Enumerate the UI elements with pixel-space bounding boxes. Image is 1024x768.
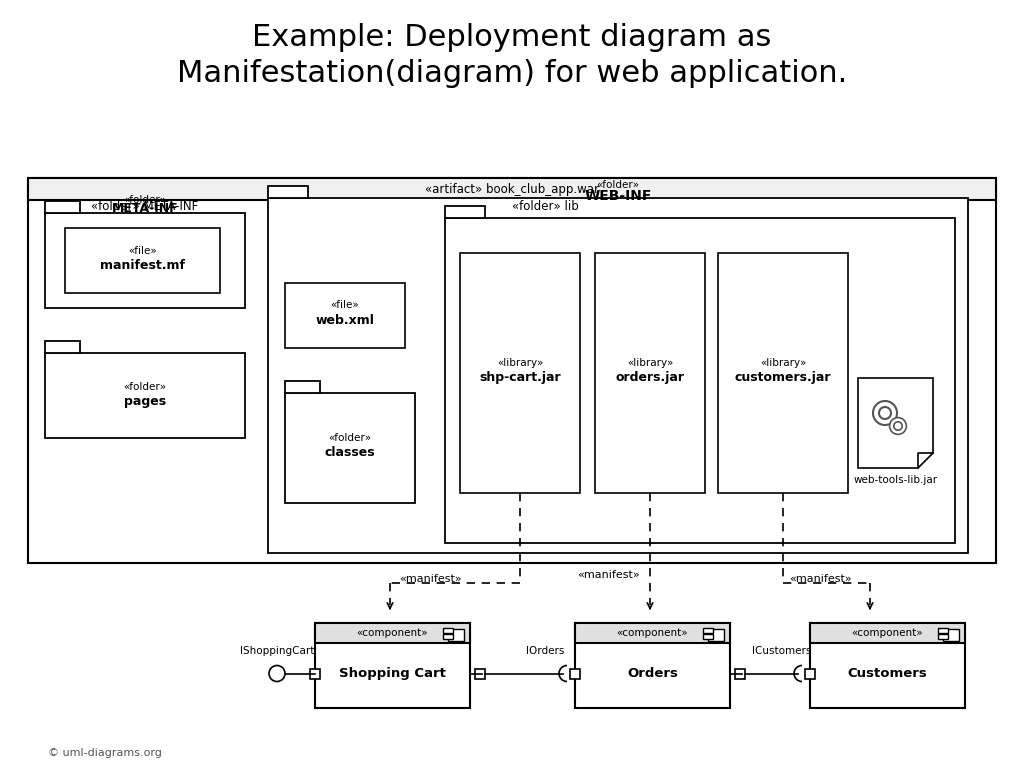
Text: «folder» lib: «folder» lib [512,200,579,213]
Text: orders.jar: orders.jar [615,372,684,385]
FancyBboxPatch shape [310,668,319,678]
FancyBboxPatch shape [718,253,848,493]
FancyBboxPatch shape [703,634,713,639]
FancyBboxPatch shape [810,623,965,708]
Text: classes: classes [325,446,376,459]
FancyBboxPatch shape [810,623,965,643]
Text: «component»: «component» [616,628,688,638]
Text: web.xml: web.xml [315,314,375,327]
FancyBboxPatch shape [285,283,406,348]
Text: Orders: Orders [627,667,678,680]
FancyBboxPatch shape [315,623,470,643]
FancyBboxPatch shape [938,628,948,633]
FancyBboxPatch shape [575,623,730,643]
Text: shp-cart.jar: shp-cart.jar [479,372,561,385]
Circle shape [873,401,897,425]
Text: IShoppingCart: IShoppingCart [240,647,314,657]
FancyBboxPatch shape [315,623,470,708]
FancyBboxPatch shape [708,629,724,641]
FancyBboxPatch shape [445,218,955,543]
FancyBboxPatch shape [45,353,245,438]
FancyBboxPatch shape [45,341,80,353]
FancyBboxPatch shape [45,201,80,213]
Text: web-tools-lib.jar: web-tools-lib.jar [853,475,938,485]
FancyBboxPatch shape [449,629,464,641]
Text: © uml-diagrams.org: © uml-diagrams.org [48,748,162,758]
FancyBboxPatch shape [45,213,245,308]
Text: «library»: «library» [497,358,543,368]
FancyBboxPatch shape [805,668,815,678]
Circle shape [879,407,891,419]
FancyBboxPatch shape [703,628,713,633]
Text: «manifest»: «manifest» [788,574,851,584]
FancyBboxPatch shape [268,186,308,198]
FancyBboxPatch shape [445,206,485,218]
Text: «file»: «file» [128,246,157,256]
Text: pages: pages [124,395,166,408]
Text: «library»: «library» [760,358,806,368]
FancyBboxPatch shape [460,253,580,493]
Text: «component»: «component» [852,628,924,638]
FancyBboxPatch shape [443,634,453,639]
FancyBboxPatch shape [570,668,580,678]
Circle shape [894,422,902,430]
Text: «artifact» book_club_app.war: «artifact» book_club_app.war [425,183,599,196]
Text: «folder»: «folder» [596,180,640,190]
Text: «file»: «file» [331,300,359,310]
FancyBboxPatch shape [285,381,319,393]
FancyBboxPatch shape [938,634,948,639]
FancyBboxPatch shape [28,178,996,200]
Polygon shape [858,378,933,468]
Text: «manifest»: «manifest» [577,570,639,580]
Text: «folder»: «folder» [329,433,372,443]
Text: customers.jar: customers.jar [735,372,831,385]
Text: META-INF: META-INF [112,203,178,216]
FancyBboxPatch shape [268,198,968,553]
FancyBboxPatch shape [475,668,485,678]
Text: Shopping Cart: Shopping Cart [339,667,445,680]
Text: Manifestation(diagram) for web application.: Manifestation(diagram) for web applicati… [177,58,847,88]
FancyBboxPatch shape [28,178,996,563]
Text: «folder»: «folder» [124,382,167,392]
Circle shape [269,666,285,681]
FancyBboxPatch shape [443,628,453,633]
Text: Example: Deployment diagram as: Example: Deployment diagram as [252,24,772,52]
Text: «manifest»: «manifest» [398,574,462,584]
Circle shape [890,418,906,435]
FancyBboxPatch shape [595,253,705,493]
FancyBboxPatch shape [575,623,730,708]
Text: Customers: Customers [848,667,928,680]
Text: IOrders: IOrders [525,647,564,657]
FancyBboxPatch shape [735,668,745,678]
Text: «folder» META-INF: «folder» META-INF [91,200,199,214]
Text: ICustomers: ICustomers [753,647,812,657]
Text: manifest.mf: manifest.mf [100,259,185,272]
FancyBboxPatch shape [943,629,959,641]
Text: WEB-INF: WEB-INF [585,189,651,203]
Text: «component»: «component» [356,628,428,638]
Text: «folder»: «folder» [124,195,167,205]
FancyBboxPatch shape [65,228,220,293]
FancyBboxPatch shape [285,393,415,503]
Text: «library»: «library» [627,358,673,368]
